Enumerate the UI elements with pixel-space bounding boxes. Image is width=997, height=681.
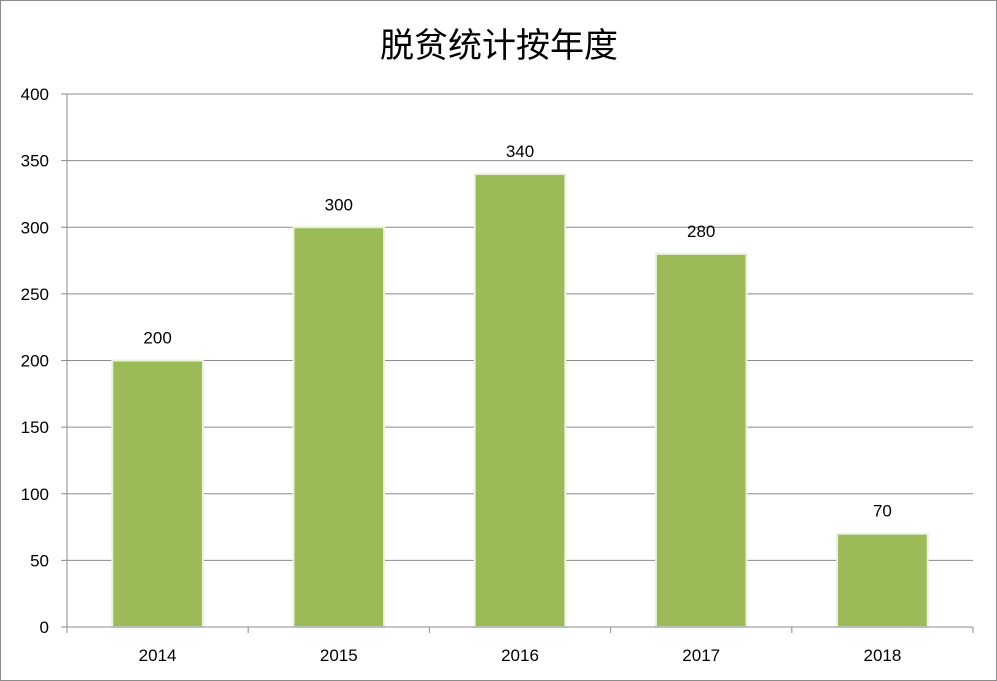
y-tick-label: 150 [21, 418, 49, 437]
x-tick-label: 2016 [501, 646, 539, 665]
bar-2014 [111, 359, 204, 628]
x-tick-label: 2015 [320, 646, 358, 665]
bar-2018 [836, 532, 929, 628]
bar-2017 [654, 252, 748, 628]
y-tick-label: 300 [21, 218, 49, 237]
data-labels: 200 300 340 280 70 [143, 142, 891, 521]
x-tick-label: 2018 [863, 646, 901, 665]
y-tick-label: 200 [21, 352, 49, 371]
y-tick-label: 350 [21, 152, 49, 171]
y-tick-label: 0 [40, 618, 49, 637]
data-label: 300 [325, 195, 353, 214]
bar-2016 [473, 172, 567, 628]
y-tick-label: 400 [21, 85, 49, 104]
data-label: 280 [687, 222, 715, 241]
axes: 0 50 100 150 200 250 300 350 400 2014 2015 2016 2017… [21, 85, 974, 665]
y-tick-label: 50 [30, 551, 49, 570]
y-tick-label: 250 [21, 285, 49, 304]
chart-title: 脱贫统计按年度 [380, 26, 618, 66]
y-tick-label: 100 [21, 485, 49, 504]
data-label: 340 [506, 142, 534, 161]
bars [111, 172, 929, 628]
bar-2015 [292, 226, 386, 628]
x-tick-label: 2014 [139, 646, 177, 665]
x-tick-label: 2017 [682, 646, 720, 665]
data-label: 200 [143, 329, 171, 348]
data-label: 70 [873, 502, 892, 521]
